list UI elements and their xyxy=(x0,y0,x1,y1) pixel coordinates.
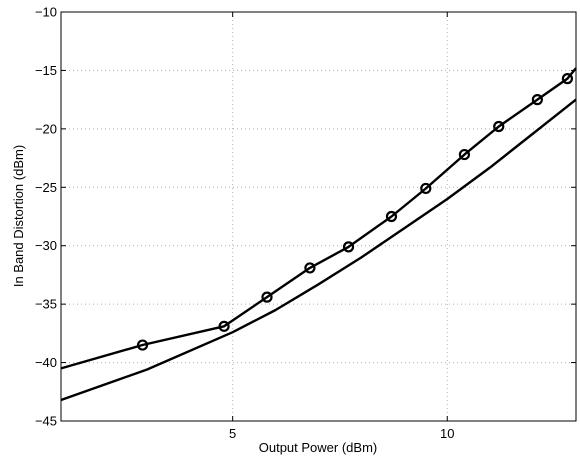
series-1-line xyxy=(60,67,577,370)
y-axis-label: In Band Distortion (dBm) xyxy=(11,145,26,287)
series-1-point xyxy=(261,291,273,303)
y-tick-label: −35 xyxy=(35,297,57,312)
ticks xyxy=(61,11,576,422)
series-layer xyxy=(60,67,577,402)
plot-area xyxy=(60,11,577,422)
y-tick-label: −20 xyxy=(35,121,57,136)
series-1-point xyxy=(342,241,355,253)
plot-frame xyxy=(60,11,577,422)
y-tick-label: −40 xyxy=(35,355,57,370)
series-1-point xyxy=(531,94,543,106)
series-1-point xyxy=(493,120,505,133)
y-tick-label: −15 xyxy=(35,63,57,78)
series-1-point xyxy=(385,210,398,223)
y-tick-label: −45 xyxy=(35,414,57,429)
series-1-point xyxy=(218,320,230,332)
y-tick-label: −10 xyxy=(35,5,57,20)
series-2-line xyxy=(60,98,577,402)
series-1-point xyxy=(304,262,316,274)
y-tick-label: −25 xyxy=(35,180,57,195)
plot-background xyxy=(61,12,576,421)
series-1-point xyxy=(458,148,471,161)
series-1-point xyxy=(420,182,432,195)
x-tick-label: 10 xyxy=(440,426,454,441)
x-axis-label: Output Power (dBm) xyxy=(259,440,378,455)
tick-labels: 5 10 −45 −40 −35 −30 −25 −20 −15 −10 xyxy=(35,5,455,442)
series-1-point xyxy=(561,73,574,85)
series-1-point xyxy=(136,339,149,351)
x-tick-label: 5 xyxy=(229,426,236,441)
y-tick-label: −30 xyxy=(35,238,57,253)
grid xyxy=(61,12,576,421)
